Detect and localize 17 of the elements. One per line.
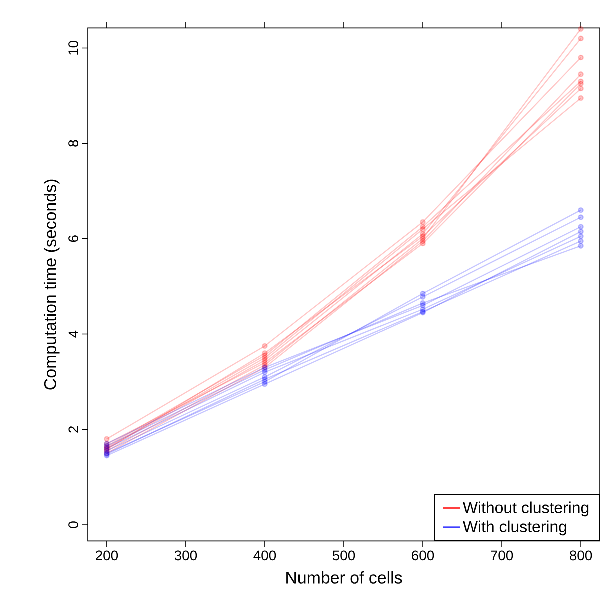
y-tick-label: 8: [68, 140, 78, 147]
x-tick-label: 600: [412, 550, 434, 561]
x-axis-title: Number of cells: [286, 571, 402, 584]
y-tick-label: 6: [68, 236, 78, 242]
x-tick-label: 800: [570, 550, 592, 561]
legend-label: Without clustering: [463, 502, 589, 517]
legend-label: With clustering: [463, 520, 566, 536]
y-tick-label: 4: [68, 330, 78, 338]
y-tick-label: 2: [68, 426, 78, 433]
x-tick-label: 300: [174, 550, 198, 561]
x-tick-label: 500: [332, 550, 356, 561]
y-axis-title: Computation time (seconds): [44, 180, 60, 390]
y-tick-label: 0: [68, 522, 78, 528]
x-tick-label: 200: [96, 550, 118, 561]
x-tick-label: 400: [254, 550, 276, 561]
x-tick-label: 700: [491, 550, 514, 561]
y-tick-label: 10: [68, 41, 78, 55]
